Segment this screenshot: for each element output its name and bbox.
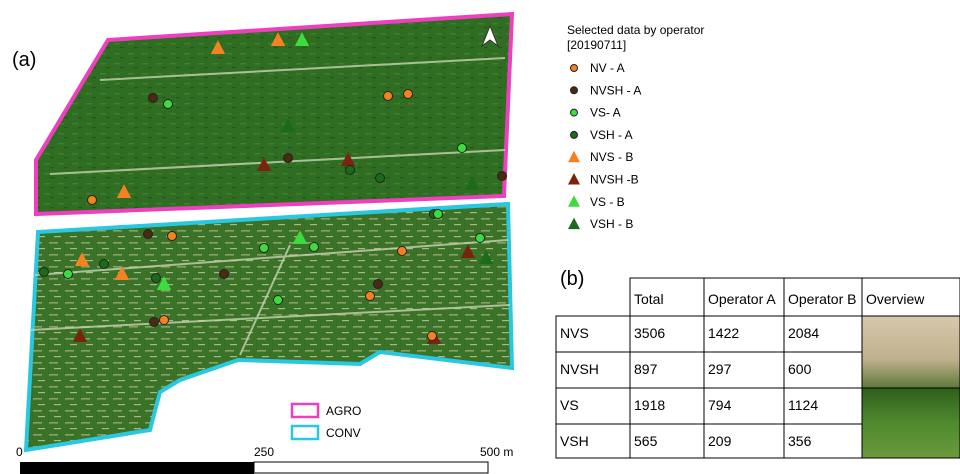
map-marker xyxy=(346,166,355,175)
legend-symbol xyxy=(568,218,580,230)
table-cell-text: 1422 xyxy=(708,325,739,341)
legend-title: [20190711] xyxy=(567,38,626,52)
legend-label: VS- A xyxy=(590,106,621,120)
map-marker xyxy=(384,92,393,101)
overview-image xyxy=(862,316,960,388)
table-cell-text: 897 xyxy=(634,361,658,377)
legend-symbol xyxy=(568,151,580,163)
legend-symbol xyxy=(568,195,580,207)
table-header: Overview xyxy=(866,291,925,307)
legend-label: NVS - B xyxy=(590,150,633,164)
legend-label: NVSH - A xyxy=(590,83,641,97)
table-cell-text: 2084 xyxy=(788,325,819,341)
map-marker xyxy=(100,260,109,269)
table-cell-text: 1124 xyxy=(788,397,818,413)
table-cell-text: VS xyxy=(560,397,579,413)
map-marker xyxy=(168,232,177,241)
map-marker xyxy=(260,244,269,253)
map-marker xyxy=(404,90,413,99)
overview-image xyxy=(862,388,960,458)
map-marker xyxy=(220,270,229,279)
map-marker xyxy=(434,210,443,219)
map-marker xyxy=(398,247,407,256)
table-cell-text: 1918 xyxy=(634,397,665,413)
legend-symbol xyxy=(571,109,578,116)
legend-symbol xyxy=(571,65,578,72)
map-marker xyxy=(458,144,467,153)
map-marker xyxy=(88,196,97,205)
area-swatch xyxy=(292,426,318,439)
map-marker xyxy=(149,94,158,103)
legend-label: VS - B xyxy=(590,195,625,209)
figure-canvas: (a) (b) Selected data by operator[201907… xyxy=(0,0,960,474)
legend-label: NV - A xyxy=(590,61,625,75)
table-cell-text: VSH xyxy=(560,433,589,449)
map-marker xyxy=(310,243,319,252)
map-marker xyxy=(376,174,385,183)
table-cell-text: NVS xyxy=(560,325,589,341)
table-cell-text: 209 xyxy=(708,433,732,449)
map-marker xyxy=(274,296,283,305)
area-label: CONV xyxy=(326,426,361,440)
table-header: Operator A xyxy=(708,291,776,307)
scale-label: 0 xyxy=(16,445,23,459)
table-header: Operator B xyxy=(788,291,856,307)
figure: (a) (b) Selected data by operator[201907… xyxy=(0,0,960,474)
table-cell-text: 794 xyxy=(708,397,732,413)
map-marker xyxy=(476,234,485,243)
area-label: AGRO xyxy=(326,404,361,418)
map-marker xyxy=(160,316,169,325)
table-cell-text: 3506 xyxy=(634,325,665,341)
scale-bar xyxy=(254,462,488,473)
table-cell-text: 600 xyxy=(788,361,812,377)
map-marker xyxy=(40,268,49,277)
map-marker xyxy=(152,274,161,283)
panel-label: (b) xyxy=(560,268,584,290)
scale-label: 500 m xyxy=(480,445,513,459)
map-marker xyxy=(284,154,293,163)
table-cell-text: 565 xyxy=(634,433,658,449)
panel-label: (a) xyxy=(12,49,36,71)
legend-symbol xyxy=(571,131,578,138)
table-cell-text: 297 xyxy=(708,361,732,377)
table-header: Total xyxy=(634,291,664,307)
map-marker xyxy=(64,270,73,279)
legend-title: Selected data by operator xyxy=(567,23,704,37)
legend-symbol xyxy=(568,173,580,185)
table-cell-text: NVSH xyxy=(560,361,599,377)
map-marker xyxy=(374,280,383,289)
scale-bar xyxy=(20,462,254,474)
area-swatch xyxy=(292,404,318,417)
map-marker xyxy=(428,332,437,341)
map-marker xyxy=(144,230,153,239)
legend-label: VSH - A xyxy=(590,128,633,142)
legend-label: VSH - B xyxy=(590,217,633,231)
map-marker xyxy=(366,292,375,301)
scale-label: 250 xyxy=(254,445,274,459)
map-marker xyxy=(164,100,173,109)
legend-label: NVSH -B xyxy=(590,173,639,187)
map-marker xyxy=(150,318,159,327)
table-cell-text: 356 xyxy=(788,433,812,449)
map-marker xyxy=(498,172,507,181)
legend-symbol xyxy=(571,87,578,94)
